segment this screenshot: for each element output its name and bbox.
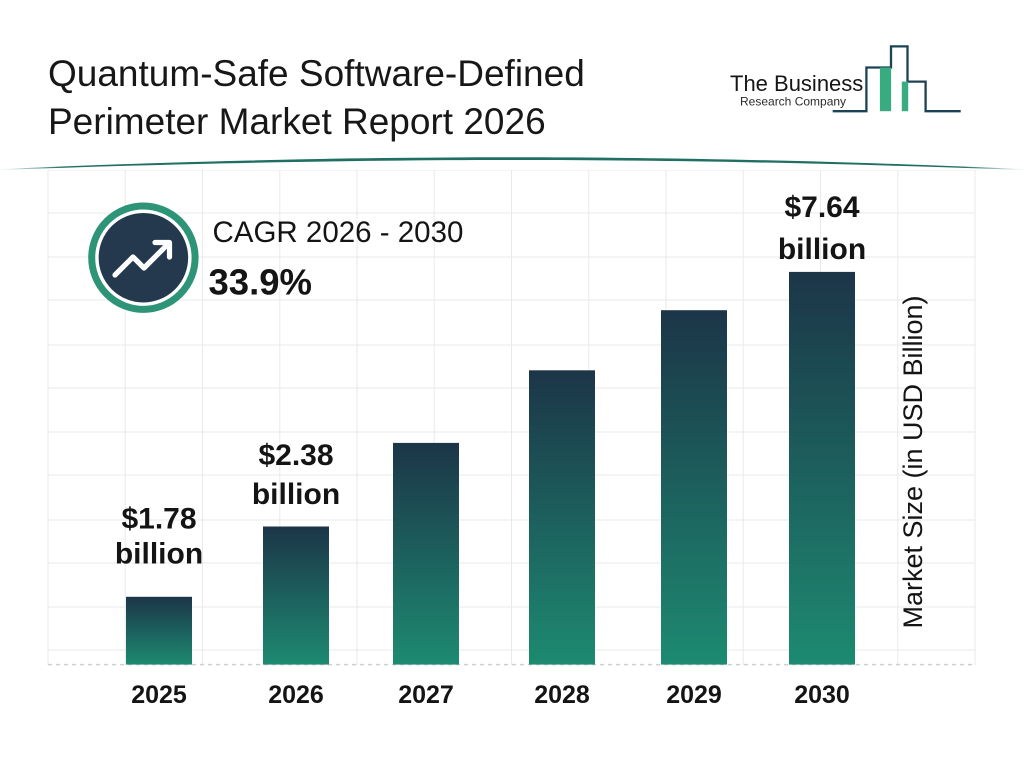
svg-text:billion: billion (252, 478, 340, 511)
svg-text:33.9%: 33.9% (209, 262, 313, 303)
svg-text:billion: billion (778, 233, 866, 266)
svg-text:billion: billion (115, 538, 203, 571)
svg-text:2028: 2028 (534, 681, 590, 709)
svg-text:2029: 2029 (666, 681, 722, 709)
svg-text:CAGR 2026 - 2030: CAGR 2026 - 2030 (213, 216, 464, 249)
svg-text:The Business: The Business (730, 71, 863, 96)
svg-text:$2.38: $2.38 (258, 439, 333, 472)
svg-text:$1.78: $1.78 (121, 503, 196, 536)
svg-text:2026: 2026 (268, 681, 324, 709)
svg-text:Research Company: Research Company (740, 95, 846, 109)
svg-text:Market Size (in USD Billion): Market Size (in USD Billion) (898, 295, 928, 628)
svg-text:2027: 2027 (398, 681, 454, 709)
svg-text:$7.64: $7.64 (784, 191, 859, 224)
svg-text:2025: 2025 (131, 681, 187, 709)
svg-text:2030: 2030 (794, 681, 850, 709)
